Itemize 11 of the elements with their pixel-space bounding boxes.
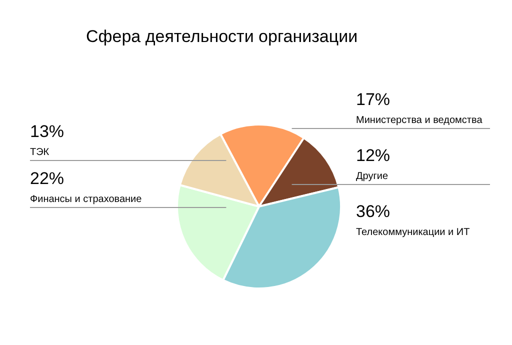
data-label: 12%	[356, 146, 390, 165]
chart-title: Сфера деятельности организации	[86, 27, 358, 46]
slice-label: Министерства и ведомства	[356, 115, 483, 126]
data-label: 22%	[30, 169, 64, 188]
slice-label: ТЭК	[30, 147, 50, 158]
slice-label: Телекоммуникации и ИТ	[356, 227, 470, 238]
slice-label: Финансы и страхование	[30, 194, 142, 205]
data-label: 17%	[356, 90, 390, 109]
data-label: 36%	[356, 202, 390, 221]
slice-label: Другие	[356, 171, 388, 182]
data-label: 13%	[30, 122, 64, 141]
